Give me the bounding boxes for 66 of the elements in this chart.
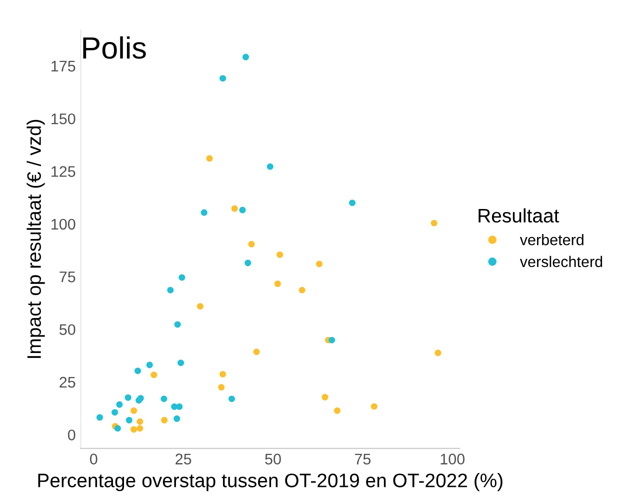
y-axis-title: Impact op resultaat (€ / vzd) bbox=[26, 120, 45, 358]
point bbox=[231, 205, 238, 212]
y-tick-label: 100 bbox=[52, 218, 76, 230]
point bbox=[266, 163, 274, 170]
chart-title: Polis bbox=[83, 36, 146, 59]
point bbox=[146, 362, 153, 368]
point bbox=[112, 409, 118, 416]
point bbox=[248, 240, 255, 248]
point bbox=[334, 407, 340, 414]
x-tick-label: 50 bbox=[265, 454, 281, 464]
point bbox=[242, 54, 249, 60]
point bbox=[167, 286, 174, 294]
point bbox=[178, 274, 186, 281]
legend-label: verslechterd bbox=[520, 256, 602, 268]
legend-label: verbeterd bbox=[520, 234, 584, 246]
point bbox=[228, 396, 236, 402]
point bbox=[274, 280, 281, 288]
point bbox=[220, 75, 226, 82]
y-tick-label: 50 bbox=[59, 324, 76, 336]
point bbox=[96, 414, 103, 421]
point bbox=[349, 200, 356, 206]
point bbox=[316, 260, 323, 268]
legend-title: Resultaat bbox=[478, 208, 560, 223]
point bbox=[220, 370, 226, 378]
point bbox=[174, 415, 180, 422]
point bbox=[276, 251, 284, 258]
y-tick-label: 125 bbox=[52, 166, 76, 177]
point bbox=[114, 425, 121, 432]
point bbox=[116, 401, 123, 408]
point bbox=[150, 372, 158, 378]
point bbox=[130, 426, 138, 433]
point bbox=[130, 407, 138, 414]
point bbox=[322, 394, 328, 400]
x-tick-label: 75 bbox=[354, 454, 371, 464]
point bbox=[134, 368, 142, 374]
point bbox=[328, 336, 336, 344]
x-tick-label: 25 bbox=[176, 454, 192, 464]
point bbox=[370, 403, 378, 410]
point bbox=[434, 350, 442, 356]
point bbox=[126, 416, 132, 424]
point bbox=[218, 384, 225, 391]
y-tick-label: 0 bbox=[68, 430, 76, 440]
point bbox=[206, 155, 213, 162]
point bbox=[174, 321, 181, 328]
point bbox=[160, 396, 168, 402]
y-tick-label: 25 bbox=[60, 376, 76, 388]
point bbox=[430, 220, 438, 226]
x-tick-label: 0 bbox=[90, 454, 98, 464]
point bbox=[244, 260, 252, 266]
point bbox=[196, 303, 204, 310]
point bbox=[124, 394, 132, 401]
point bbox=[136, 418, 144, 425]
y-tick-label: 175 bbox=[52, 60, 76, 72]
y-tick-label: 75 bbox=[60, 272, 76, 282]
point bbox=[298, 286, 306, 294]
point bbox=[253, 348, 260, 356]
point bbox=[176, 403, 183, 410]
point bbox=[239, 206, 246, 214]
point bbox=[178, 360, 184, 366]
point bbox=[161, 416, 168, 424]
x-tick-label: 100 bbox=[440, 454, 465, 464]
point bbox=[136, 397, 142, 404]
point bbox=[136, 425, 144, 432]
y-tick-label: 150 bbox=[52, 113, 76, 124]
point bbox=[200, 209, 208, 216]
x-axis-title: Percentage overstap tussen OT-2019 en OT-2022 (%) bbox=[38, 473, 502, 492]
